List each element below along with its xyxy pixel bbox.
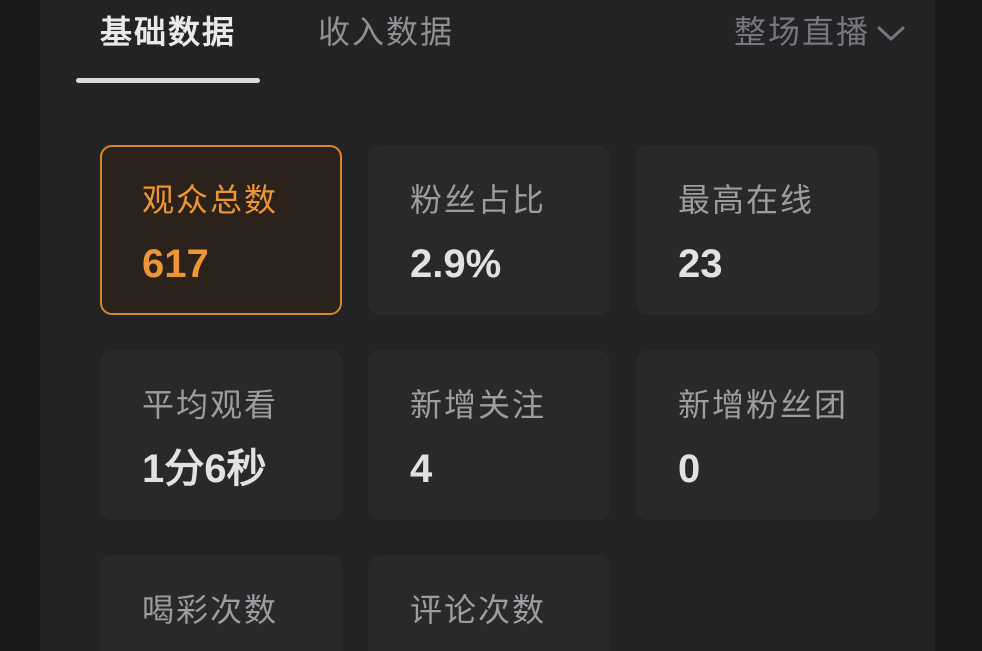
stat-card-fan-ratio[interactable]: 粉丝占比 2.9% xyxy=(368,145,610,315)
chevron-down-icon xyxy=(877,22,905,42)
tab-income-data[interactable]: 收入数据 xyxy=(318,15,454,49)
stat-label-comment-count: 评论次数 xyxy=(410,592,547,628)
tab-basic-data-label: 基础数据 xyxy=(100,14,237,50)
stream-scope-label: 整场直播 xyxy=(733,14,870,50)
stat-label-fan-ratio: 粉丝占比 xyxy=(410,182,547,218)
stat-value-new-fan-club: 0 xyxy=(678,447,701,491)
tabs-bar: 基础数据 收入数据 xyxy=(76,14,454,83)
stat-value-fan-ratio: 2.9% xyxy=(410,242,502,286)
stat-label-total-viewers: 观众总数 xyxy=(142,182,279,218)
live-data-panel: 基础数据 收入数据 整场直播 观众总数 617 粉丝占比 2.9% 最高在线 23 平均观看… xyxy=(40,0,935,651)
stat-card-new-follows[interactable]: 新增关注 4 xyxy=(368,350,610,520)
stat-value-avg-watch-time: 1分6秒 xyxy=(142,447,267,491)
active-tab-underline xyxy=(76,78,260,83)
stat-label-avg-watch-time: 平均观看 xyxy=(142,387,279,423)
tab-basic-data[interactable]: 基础数据 xyxy=(76,14,260,83)
stat-card-comment-count[interactable]: 评论次数 xyxy=(368,555,610,651)
stat-label-cheer-count: 喝彩次数 xyxy=(142,592,279,628)
stream-scope-dropdown[interactable]: 整场直播 xyxy=(734,15,905,49)
stat-card-new-fan-club[interactable]: 新增粉丝团 0 xyxy=(636,350,878,520)
stat-label-new-follows: 新增关注 xyxy=(410,387,547,423)
stat-card-avg-watch-time[interactable]: 平均观看 1分6秒 xyxy=(100,350,342,520)
stat-card-cheer-count[interactable]: 喝彩次数 xyxy=(100,555,342,651)
stat-label-peak-online: 最高在线 xyxy=(678,182,815,218)
stat-label-new-fan-club: 新增粉丝团 xyxy=(678,387,849,423)
stat-value-new-follows: 4 xyxy=(410,447,433,491)
stat-card-peak-online[interactable]: 最高在线 23 xyxy=(636,145,878,315)
stat-value-total-viewers: 617 xyxy=(142,242,209,286)
tab-income-data-label: 收入数据 xyxy=(318,14,455,50)
stat-value-peak-online: 23 xyxy=(678,242,723,286)
stats-grid: 观众总数 617 粉丝占比 2.9% 最高在线 23 平均观看 1分6秒 新增关注 4 新增粉丝团 0… xyxy=(100,145,878,651)
stat-card-total-viewers[interactable]: 观众总数 617 xyxy=(100,145,342,315)
